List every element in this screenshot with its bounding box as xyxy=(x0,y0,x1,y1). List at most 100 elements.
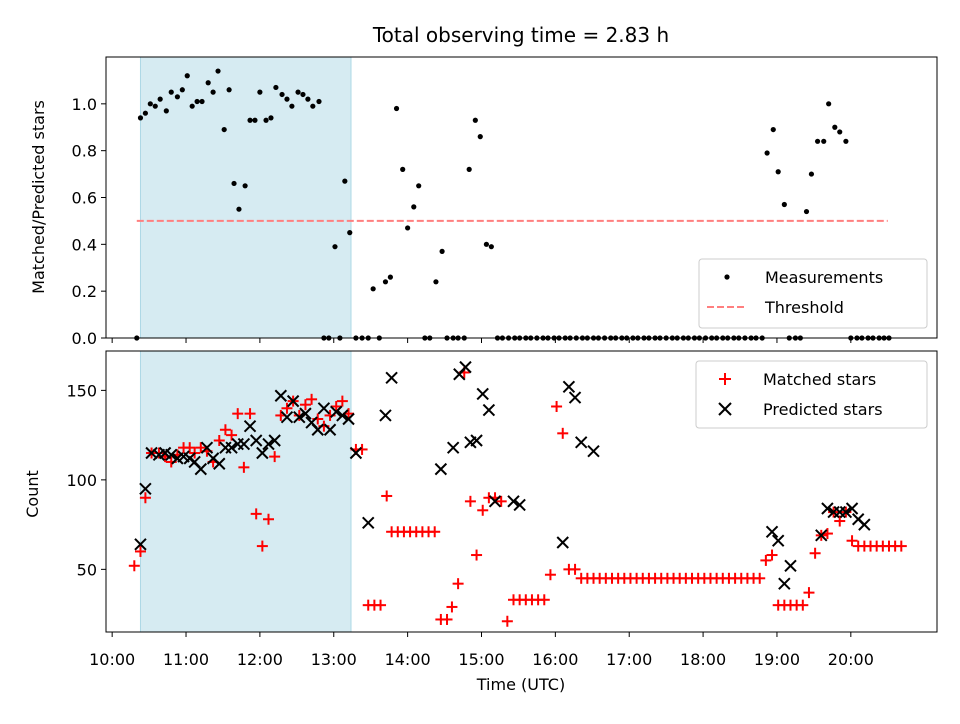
measurement-point xyxy=(147,101,153,107)
predicted-star-point xyxy=(286,394,300,408)
predicted-star-point xyxy=(336,409,349,422)
predicted-star-point xyxy=(434,462,448,476)
matched-star-point xyxy=(766,549,778,561)
predicted-star-point xyxy=(134,538,147,551)
measurement-point xyxy=(252,117,258,123)
x-tick-label: 17:00 xyxy=(606,650,652,669)
measurement-point xyxy=(163,108,169,114)
count-legend-box xyxy=(695,360,928,429)
matched-star-point xyxy=(299,399,311,411)
measurement-point xyxy=(821,138,827,144)
matched-star-point xyxy=(336,395,348,407)
matched-star-point xyxy=(238,461,250,473)
matched-star-point xyxy=(306,393,318,405)
measurement-point xyxy=(342,178,348,184)
measurement-point xyxy=(347,230,353,236)
measurement-point xyxy=(310,103,316,109)
measurement-point xyxy=(826,101,832,107)
predicted-star-point xyxy=(330,405,343,419)
matched-star-point xyxy=(184,442,196,454)
predicted-star-point xyxy=(778,577,791,590)
measurement-point xyxy=(466,166,472,172)
predicted-star-point xyxy=(556,536,569,549)
matched-star-point xyxy=(471,549,483,561)
measurement-point xyxy=(194,98,200,105)
predicted-star-point xyxy=(237,437,251,451)
matched-star-point xyxy=(501,615,513,627)
y-tick-label: 0.2 xyxy=(72,282,97,301)
matched-star-point xyxy=(281,402,293,414)
predicted-star-point xyxy=(575,436,588,449)
legend-measurements-marker xyxy=(724,274,730,280)
measurement-point xyxy=(477,134,483,140)
predicted-star-point xyxy=(311,423,324,436)
measurement-point xyxy=(770,126,776,133)
matched-star-point xyxy=(269,451,281,463)
measurement-point xyxy=(142,110,148,116)
predicted-star-point xyxy=(507,495,520,508)
predicted-star-point xyxy=(858,518,871,531)
predicted-star-point xyxy=(145,446,158,460)
measurement-point xyxy=(837,129,843,135)
measurement-point xyxy=(279,91,285,98)
predicted-star-point xyxy=(342,412,355,426)
observing-window-shade xyxy=(139,350,352,633)
matched-star-point xyxy=(477,504,489,516)
x-tick-label: 20:00 xyxy=(828,650,874,669)
measurement-point xyxy=(400,166,406,172)
predicted-star-point xyxy=(765,525,779,538)
predicted-star-point xyxy=(225,441,238,454)
predicted-star-point xyxy=(784,559,797,572)
matched-star-point xyxy=(244,408,256,420)
x-tick-label: 16:00 xyxy=(532,650,578,669)
matched-star-point xyxy=(495,495,507,507)
measurement-point xyxy=(137,115,144,121)
predicted-star-point xyxy=(771,534,785,547)
predicted-star-point xyxy=(256,446,269,460)
matched-star-point xyxy=(139,492,151,504)
matched-star-point xyxy=(797,599,809,611)
predicted-star-point xyxy=(476,387,489,401)
x-tick-label: 14:00 xyxy=(385,650,431,669)
y-tick-label: 150 xyxy=(66,381,97,400)
predicted-star-point xyxy=(568,391,582,404)
legend-predicted-label: Predicted stars xyxy=(763,400,883,419)
measurement-point xyxy=(221,126,227,133)
predicted-star-point xyxy=(362,516,375,530)
measurement-point xyxy=(405,225,411,231)
matched-star-point xyxy=(760,554,772,566)
matched-star-point xyxy=(219,424,231,436)
predicted-star-point xyxy=(482,403,496,417)
measurement-point xyxy=(370,286,376,292)
predicted-star-point xyxy=(470,434,483,447)
predicted-star-point xyxy=(274,389,288,402)
predicted-star-point xyxy=(317,402,331,415)
matched-star-point xyxy=(213,434,225,446)
measurement-point xyxy=(242,183,248,189)
observing-window-shade xyxy=(139,56,352,339)
predicted-star-point xyxy=(262,437,275,451)
measurement-point xyxy=(168,89,174,95)
predicted-star-point xyxy=(385,371,398,385)
matched-star-point xyxy=(128,560,140,572)
matched-star-point xyxy=(153,447,165,459)
predicted-star-point xyxy=(488,495,502,508)
matched-star-point xyxy=(446,601,458,613)
matched-star-point xyxy=(754,572,766,584)
measurement-point xyxy=(411,204,417,210)
legend-matched-label: Matched stars xyxy=(763,370,876,389)
predicted-star-point xyxy=(280,411,294,424)
x-tick-label: 12:00 xyxy=(237,650,283,669)
matched-star-point xyxy=(895,540,907,552)
matched-star-point xyxy=(441,613,453,625)
matched-star-point xyxy=(381,490,393,502)
measurement-point xyxy=(305,96,311,102)
matched-star-point xyxy=(538,594,550,606)
y-tick-label: 1.0 xyxy=(72,95,97,114)
matched-star-point xyxy=(256,540,268,552)
matched-star-point xyxy=(134,545,146,557)
x-tick-label: 13:00 xyxy=(311,650,357,669)
y-tick-label: 0.4 xyxy=(72,235,97,254)
measurement-point xyxy=(273,84,279,91)
